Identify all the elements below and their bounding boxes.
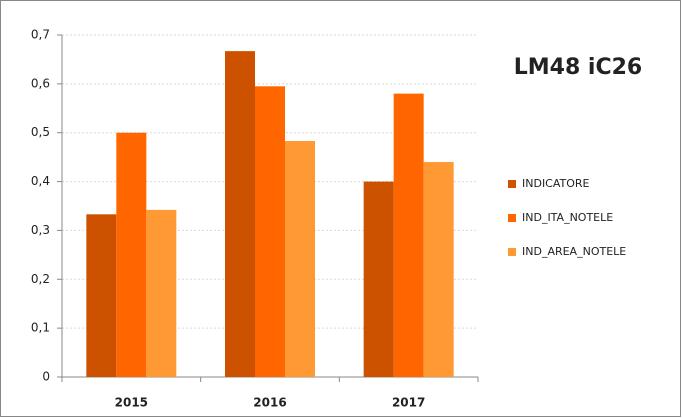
legend-label: IND_ITA_NOTELE: [522, 211, 613, 224]
y-tick-label: 0,1: [31, 321, 50, 335]
bar: [285, 141, 315, 377]
bar: [363, 181, 394, 377]
bar: [393, 93, 424, 377]
y-tick-label: 0: [42, 370, 50, 384]
bar: [86, 214, 117, 377]
legend-label: IND_AREA_NOTELE: [522, 245, 626, 258]
y-tick-label: 0,2: [31, 272, 50, 286]
legend-swatch: [508, 248, 516, 256]
legend-label: INDICATORE: [522, 177, 590, 190]
y-tick-label: 0,5: [31, 125, 50, 139]
y-tick-label: 0,6: [31, 76, 50, 90]
y-tick-label: 0,3: [31, 223, 50, 237]
legend-swatch: [508, 180, 516, 188]
x-tick-label: 2016: [253, 396, 286, 410]
bar: [116, 132, 147, 377]
x-tick-label: 2015: [115, 396, 148, 410]
legend-swatch: [508, 214, 516, 222]
y-tick-label: 0,7: [31, 28, 50, 42]
chart-title: LM48 iC26: [514, 55, 643, 80]
bar: [423, 162, 454, 377]
bar: [255, 86, 285, 378]
y-tick-label: 0,4: [31, 174, 50, 188]
bar: [146, 209, 177, 377]
x-tick-label: 2017: [392, 396, 425, 410]
bar: [225, 51, 255, 377]
